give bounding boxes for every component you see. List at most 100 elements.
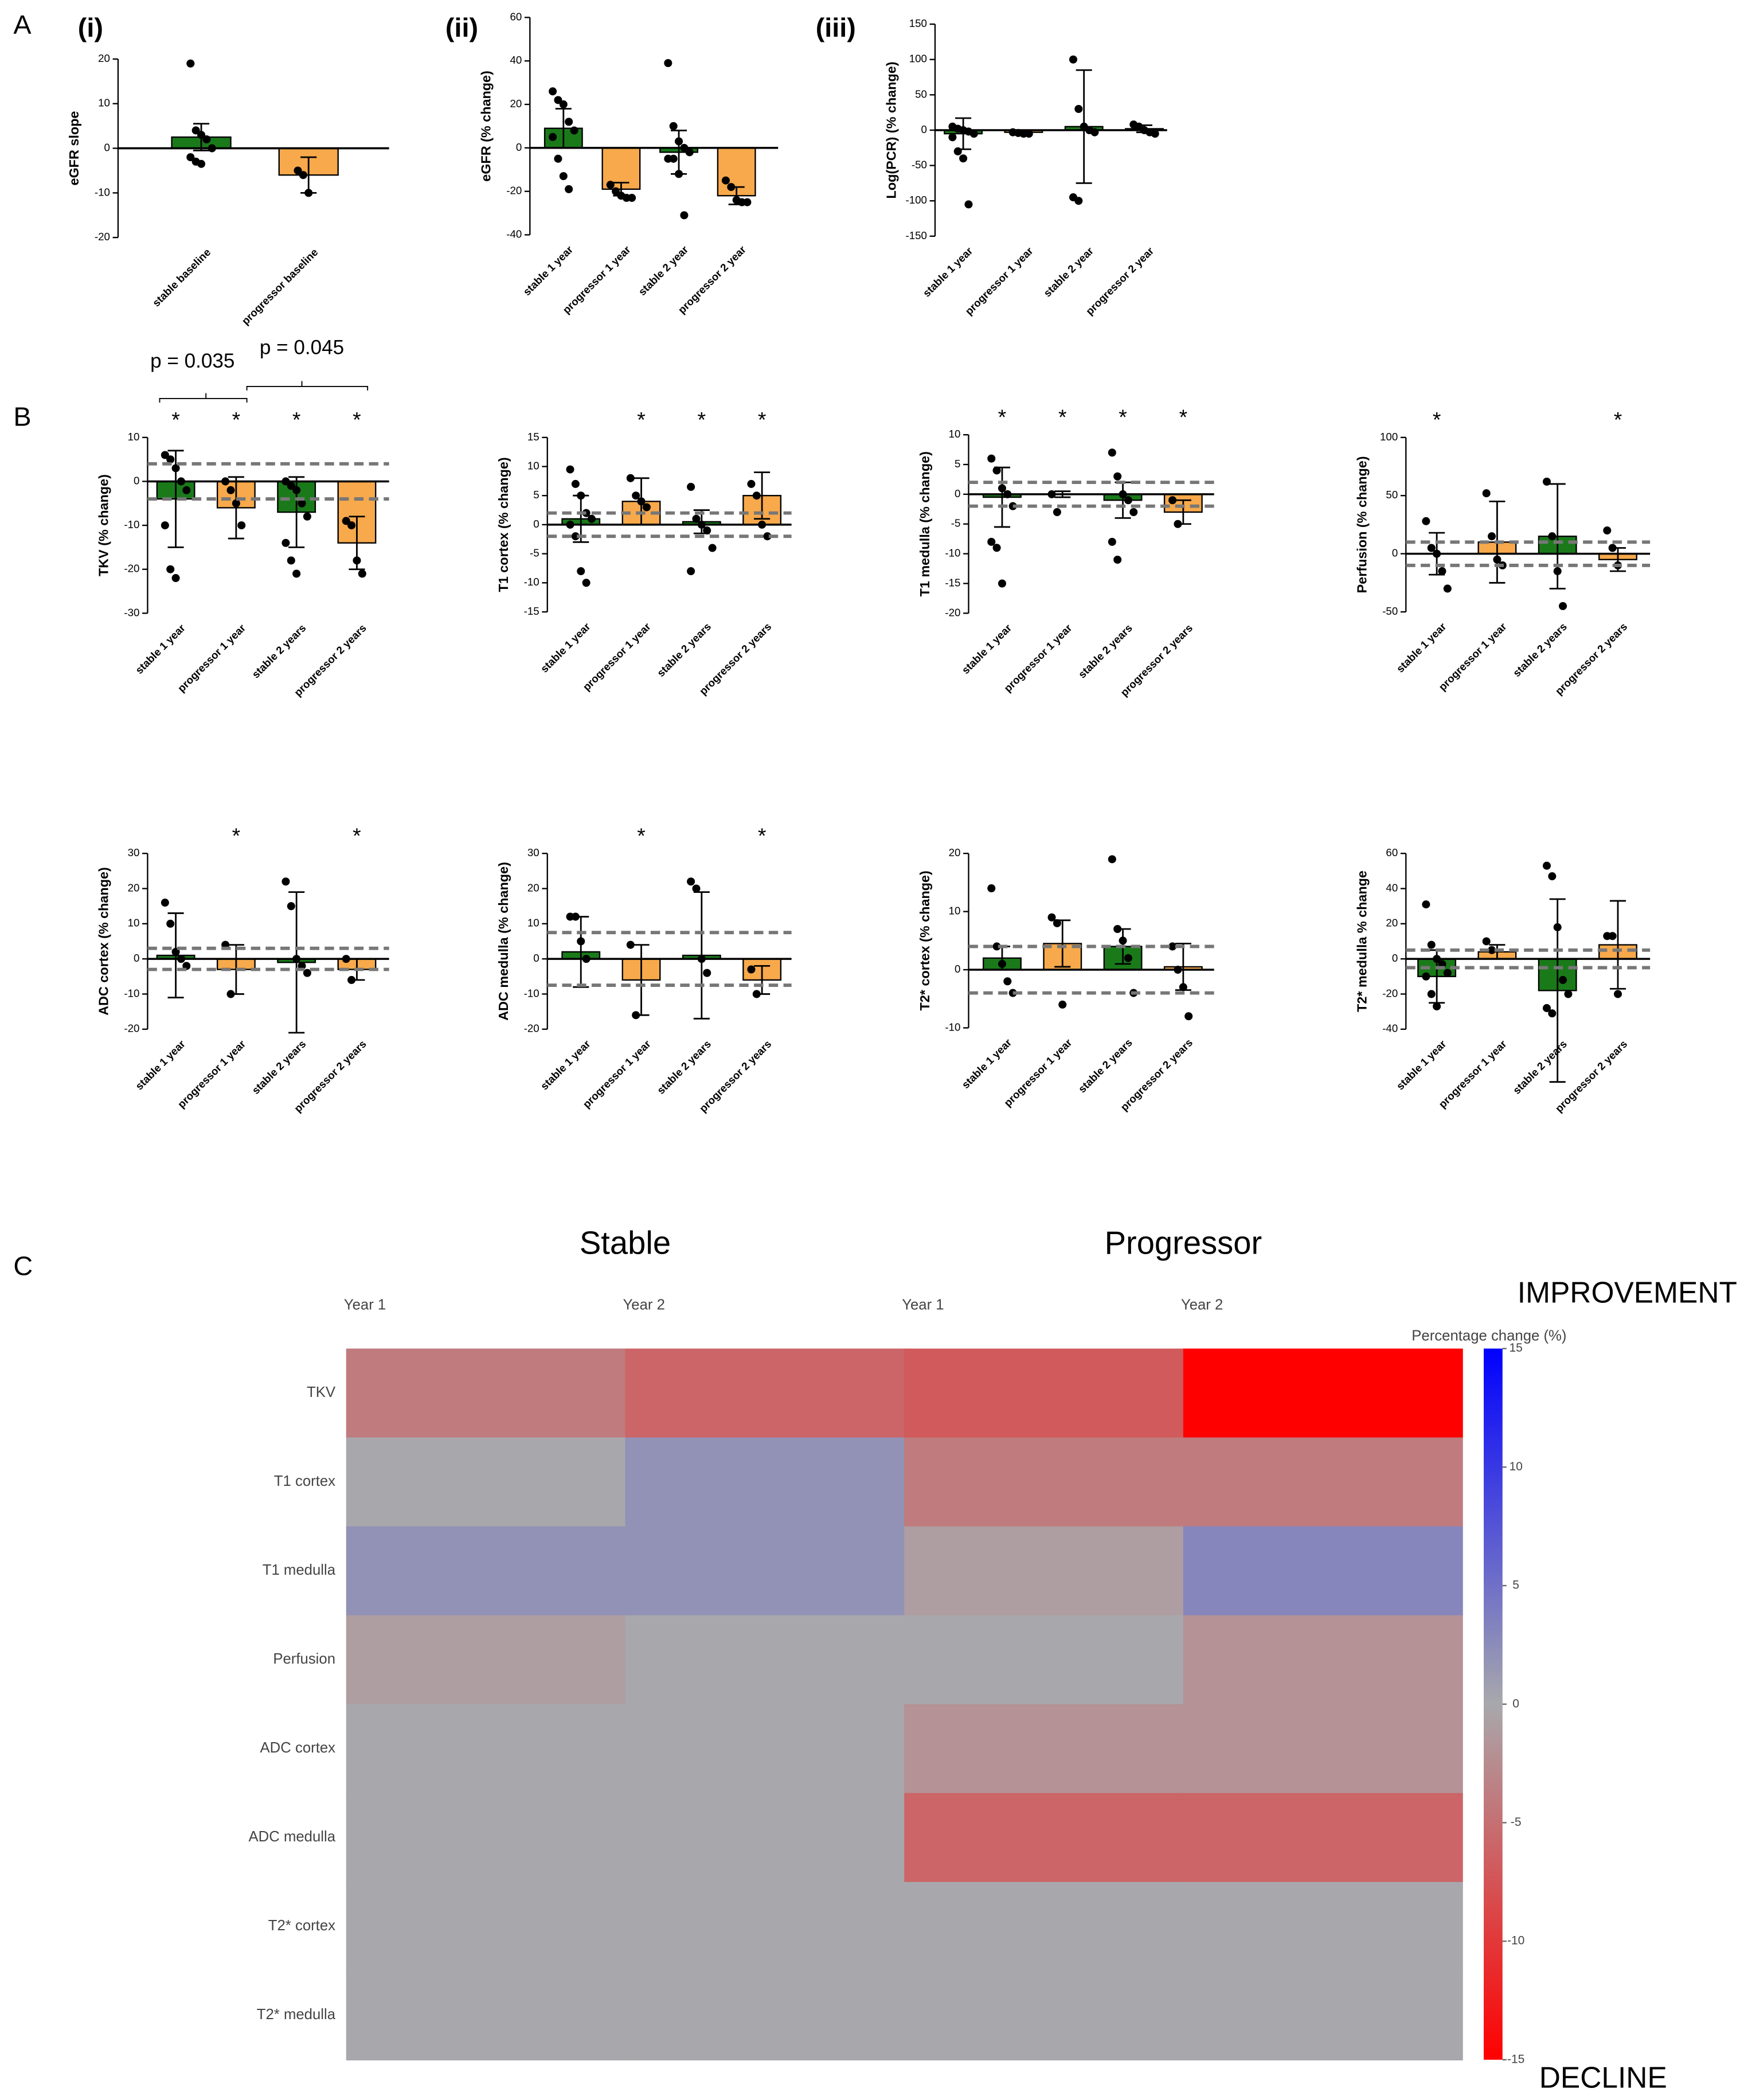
- heatmap-cell: [904, 1970, 1184, 2060]
- y-axis-label: T2* cortex (% change): [917, 871, 932, 1010]
- data-point: [1053, 919, 1061, 927]
- panel-label: (iii): [816, 13, 856, 42]
- top-label: IMPROVEMENT: [1518, 1276, 1737, 1309]
- data-point: [1548, 872, 1557, 881]
- heatmap-cell: [346, 1348, 626, 1438]
- y-tick-label: -20: [506, 185, 522, 197]
- data-point: [299, 171, 307, 179]
- significance: *: [1614, 408, 1622, 432]
- x-tick-label: stable 1 year: [538, 620, 593, 675]
- x-tick-label: progressor 1 year: [1436, 1038, 1509, 1111]
- x-tick-label: stable 1 year: [1394, 1038, 1448, 1092]
- data-point: [571, 479, 580, 488]
- data-point: [232, 499, 240, 508]
- y-tick-label: 10: [949, 905, 961, 917]
- data-point: [1047, 913, 1056, 922]
- significance: *: [637, 823, 646, 848]
- data-point: [186, 153, 195, 162]
- data-point: [166, 455, 175, 464]
- y-tick-label: 0: [533, 952, 539, 964]
- data-point: [182, 486, 191, 494]
- x-tick-label: stable 1 year: [133, 1038, 187, 1092]
- column-label: Year 2: [1181, 1297, 1223, 1313]
- column-label: Year 1: [902, 1297, 944, 1313]
- data-point: [342, 517, 350, 525]
- heatmap-cell: [904, 1526, 1184, 1616]
- data-point: [161, 451, 169, 459]
- y-tick-label: 20: [98, 52, 110, 64]
- heatmap-cell: [625, 1437, 905, 1527]
- group-label: Stable: [580, 1224, 671, 1260]
- data-point: [628, 194, 636, 202]
- data-point: [281, 538, 290, 547]
- heatmap-cell: [904, 1793, 1184, 1883]
- data-point: [566, 465, 574, 474]
- data-point: [998, 484, 1006, 493]
- heatmap-cell: [1183, 1526, 1463, 1616]
- y-tick-label: 0: [1392, 952, 1398, 964]
- heatmap-cell: [904, 1437, 1184, 1527]
- row-label: T1 cortex: [274, 1473, 335, 1489]
- data-point: [1113, 555, 1122, 564]
- y-axis-label: T2* medulla % change: [1355, 871, 1370, 1012]
- heatmap-cell: [904, 1882, 1184, 1972]
- y-axis-label: TKV (% change): [96, 474, 111, 576]
- data-point: [1108, 537, 1116, 546]
- significance: *: [758, 408, 767, 432]
- data-point: [549, 132, 557, 141]
- colorbar-tick-label: 10: [1509, 1460, 1522, 1473]
- data-point: [1613, 990, 1622, 998]
- data-point: [1482, 937, 1491, 946]
- heatmap-cell: [625, 1526, 905, 1616]
- data-point: [1443, 584, 1452, 593]
- data-point: [304, 189, 313, 197]
- significance: *: [232, 823, 241, 848]
- y-tick-label: -10: [95, 186, 110, 198]
- data-point: [1488, 946, 1496, 954]
- y-tick-label: 5: [955, 458, 960, 470]
- heatmap-cell: [1183, 1882, 1463, 1972]
- y-tick-label: 100: [909, 53, 927, 65]
- data-point: [637, 497, 646, 506]
- data-point: [292, 569, 301, 578]
- data-point: [1151, 130, 1159, 138]
- data-point: [1003, 977, 1012, 986]
- panel-label: B: [13, 401, 31, 431]
- data-point: [1548, 532, 1557, 541]
- heatmap-cell: [1183, 1793, 1463, 1883]
- data-point: [680, 211, 689, 220]
- heatmap-cell: [346, 1526, 626, 1616]
- y-axis-label: Log(PCR) (% change): [883, 62, 898, 199]
- y-tick-label: -10: [945, 1021, 960, 1033]
- y-tick-label: 10: [527, 459, 539, 471]
- y-tick-label: 20: [1386, 917, 1398, 929]
- y-tick-label: 30: [527, 846, 539, 858]
- significance: *: [1058, 405, 1067, 429]
- data-point: [1559, 602, 1567, 610]
- y-tick-label: -20: [124, 563, 139, 575]
- data-point: [703, 969, 711, 977]
- heatmap-cell: [346, 1793, 626, 1883]
- x-tick-label: stable 1 year: [959, 1036, 1014, 1091]
- data-point: [166, 565, 175, 573]
- x-tick-label: progressor 1 year: [1002, 622, 1074, 694]
- data-point: [1422, 900, 1430, 909]
- y-tick-label: 0: [104, 142, 110, 154]
- data-point: [747, 479, 756, 488]
- data-point: [685, 148, 694, 157]
- y-tick-label: -40: [1382, 1022, 1398, 1035]
- data-point: [743, 198, 752, 206]
- y-tick-label: -15: [524, 605, 539, 617]
- x-tick-label: stable 1 year: [920, 245, 975, 299]
- y-tick-label: 15: [527, 431, 539, 443]
- data-point: [606, 181, 615, 189]
- data-point: [642, 503, 651, 512]
- data-point: [987, 884, 996, 893]
- y-tick-label: -50: [912, 159, 927, 171]
- heatmap-cell: [904, 1615, 1184, 1705]
- x-tick-label: stable 1 year: [1394, 620, 1448, 675]
- data-point: [577, 937, 585, 946]
- data-point: [347, 975, 356, 984]
- data-point: [166, 919, 175, 928]
